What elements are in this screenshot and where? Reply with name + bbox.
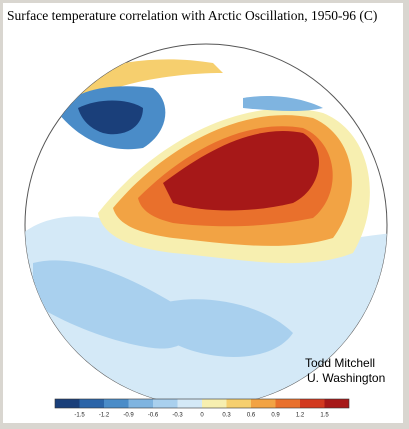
legend-swatch bbox=[226, 399, 251, 408]
title: Surface temperature correlation with Arc… bbox=[7, 8, 377, 23]
legend-swatch bbox=[79, 399, 104, 408]
legend-swatch bbox=[202, 399, 227, 408]
credit-line: U. Washington bbox=[307, 371, 385, 385]
legend-tick-label: -0.6 bbox=[148, 413, 159, 419]
legend-tick-label: -1.5 bbox=[74, 413, 85, 419]
legend-swatch bbox=[177, 399, 202, 408]
map: Surface temperature correlation with Arc… bbox=[7, 8, 388, 419]
legend-tick-label: -0.9 bbox=[123, 413, 134, 419]
colorbar: -1.5 -1.2 -0.9 -0.6 -0.3 0 0.3 0.6 0.9 1.2 1.5 bbox=[54, 398, 350, 419]
legend-tick-label: -1.2 bbox=[99, 413, 110, 419]
legend-tick-label: 1.2 bbox=[296, 413, 305, 419]
colorbar-frame bbox=[54, 398, 350, 409]
legend-swatch bbox=[251, 399, 276, 408]
legend-swatch bbox=[128, 399, 153, 408]
legend-tick-label: 0.3 bbox=[222, 413, 231, 419]
credit-line: Todd Mitchell bbox=[305, 356, 375, 370]
legend-swatch bbox=[104, 399, 129, 408]
legend-swatch bbox=[300, 399, 325, 408]
legend-swatch bbox=[153, 399, 178, 408]
legend-tick-label: 0.9 bbox=[271, 413, 280, 419]
legend-tick-label: 0 bbox=[200, 413, 204, 419]
legend-swatch bbox=[55, 399, 80, 408]
legend-swatch bbox=[324, 399, 349, 408]
legend-swatch bbox=[275, 399, 300, 408]
field bbox=[25, 59, 387, 406]
panel: Surface temperature correlation with Arc… bbox=[3, 3, 403, 423]
legend-tick-label: 1.5 bbox=[320, 413, 329, 419]
legend-tick-label: -0.3 bbox=[172, 413, 183, 419]
legend-tick-label: 0.6 bbox=[247, 413, 256, 419]
